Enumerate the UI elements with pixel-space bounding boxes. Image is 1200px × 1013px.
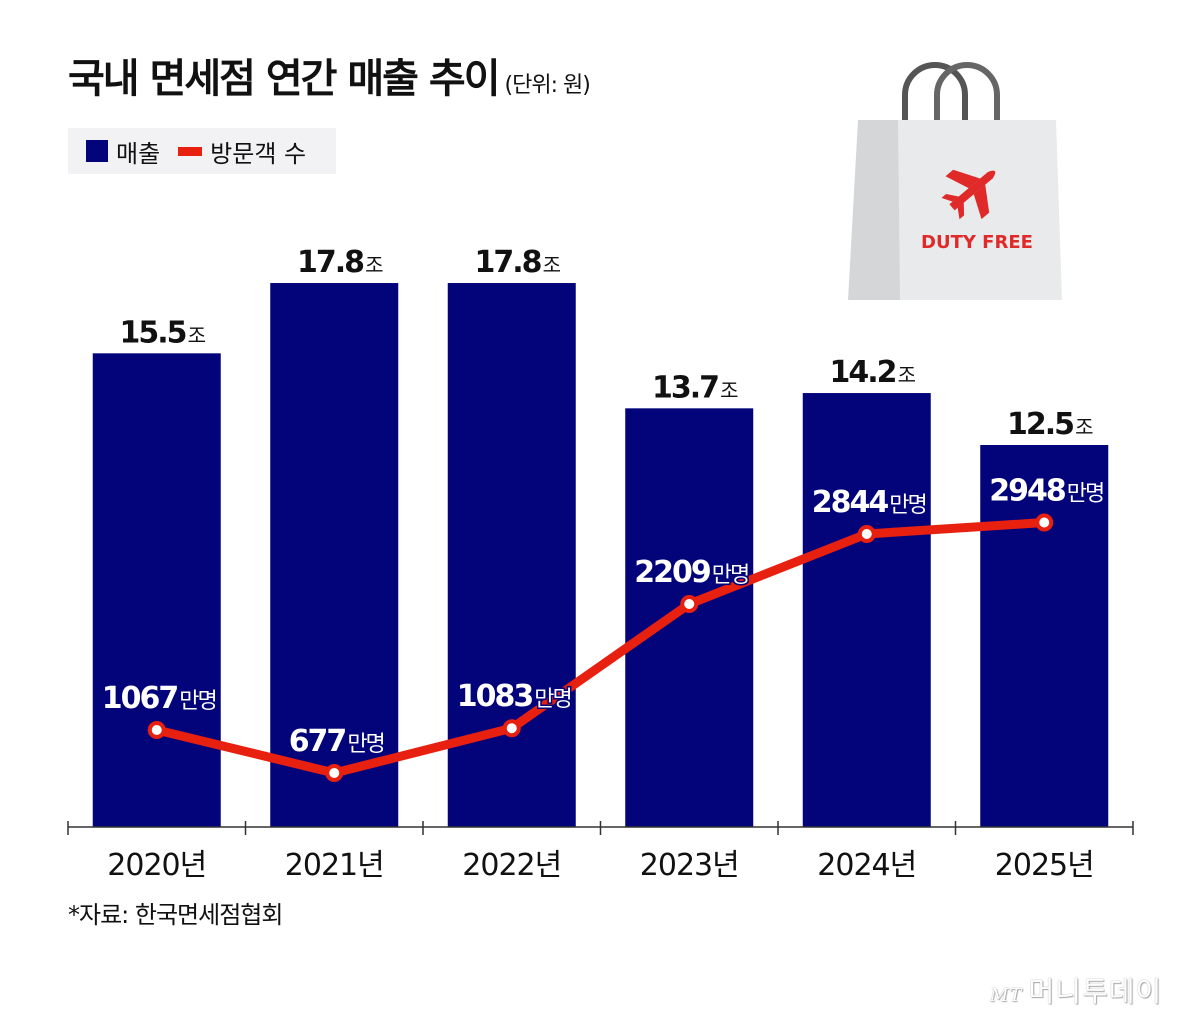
unit-label: (단위: 원) (504, 73, 591, 98)
x-tick-label: 2022년 (462, 848, 561, 883)
bar (92, 353, 221, 827)
x-tick-label: 2025년 (995, 848, 1094, 883)
duty-free-text: DUTY FREE (921, 232, 1033, 253)
bar (447, 283, 576, 828)
bar-value-unit: 조 (720, 378, 738, 402)
bar-value-unit: 조 (1075, 415, 1093, 439)
bar-value-unit: 조 (543, 253, 561, 277)
page-title: 국내 면세점 연간 매출 추이 (단위: 원) (68, 46, 591, 104)
line-value-unit: 만명 (1067, 482, 1103, 507)
legend-bar-swatch (86, 140, 108, 162)
bar (980, 445, 1109, 827)
airplane-icon (941, 169, 996, 220)
bar-value-unit: 조 (365, 253, 383, 277)
line-value-unit: 만명 (179, 689, 215, 714)
line-point (1035, 513, 1054, 532)
source-note: *자료: 한국면세점협회 (68, 901, 283, 929)
line-point (325, 764, 344, 782)
title-text: 국내 면세점 연간 매출 추이 (68, 56, 501, 102)
x-tick-label: 2023년 (640, 848, 739, 883)
x-tick-label: 2024년 (817, 848, 916, 883)
line-point (857, 524, 876, 543)
legend-bar-label: 매출 (116, 139, 161, 168)
line-value-unit: 만명 (889, 493, 925, 518)
bar-value-label: 17.8 조 (297, 245, 383, 280)
logo-text: 머니투데이 (1028, 975, 1163, 1008)
bar-value-label: 17.8 조 (475, 245, 561, 280)
line-series (155, 518, 1045, 778)
legend-line-label: 방문객 수 (210, 139, 307, 168)
line-value-label: 1067만명 (102, 681, 216, 716)
legend-line-swatch (178, 146, 203, 156)
x-tick-label: 2020년 (107, 848, 206, 883)
bar (270, 283, 399, 828)
bar-value-unit: 조 (188, 323, 206, 347)
bar (625, 408, 754, 827)
bar-value-label: 12.5 조 (1007, 407, 1093, 442)
legend: 매출 방문객 수 (68, 128, 336, 174)
shopping-bag-icon: DUTY FREE (848, 62, 1062, 300)
bar (802, 393, 931, 827)
line-point (680, 595, 699, 614)
logo: MT 머니투데이 (990, 970, 1162, 1010)
line-value-unit: 만명 (534, 687, 570, 712)
line-value-unit: 만명 (347, 732, 383, 757)
bar-value-label: 14.2 조 (830, 355, 916, 390)
bar-value-label: 13.7 조 (652, 370, 738, 405)
line-point (147, 720, 166, 739)
bar-value-label: 15.5 조 (120, 315, 206, 350)
line-value-unit: 만명 (712, 563, 748, 588)
line-point (502, 719, 521, 738)
logo-mark: MT (990, 985, 1023, 1006)
bar-value-unit: 조 (898, 363, 916, 387)
x-tick-label: 2021년 (285, 848, 384, 883)
